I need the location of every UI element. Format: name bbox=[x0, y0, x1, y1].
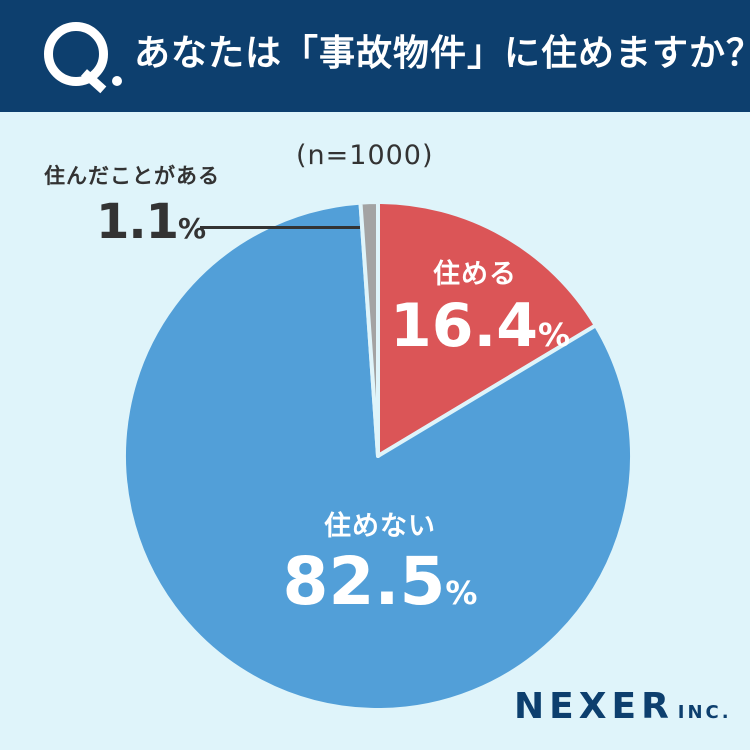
cannot-value-number: 82.5 bbox=[282, 543, 446, 620]
header-banner: あなたは「事故物件」に住めますか？ bbox=[0, 0, 750, 112]
pie-slice-2 bbox=[358, 200, 380, 458]
lived-value-number: 1.1 bbox=[96, 194, 179, 250]
cannot-value-unit: % bbox=[445, 574, 478, 612]
live-slice-label: 住める 16.4% bbox=[390, 252, 570, 361]
pie-slice-0 bbox=[376, 200, 598, 458]
logo-sub: INC. bbox=[677, 702, 732, 723]
live-label: 住める bbox=[433, 259, 517, 290]
q-dot bbox=[112, 76, 122, 86]
lived-value: 1.1% bbox=[96, 194, 206, 250]
q-letter-icon bbox=[44, 22, 108, 86]
cannot-slice-label: 住めない 82.5% bbox=[250, 504, 510, 620]
sample-size-note: (n=1000) bbox=[296, 140, 434, 171]
cannot-value: 82.5% bbox=[250, 543, 510, 620]
lived-label: 住んだことがある bbox=[44, 164, 220, 188]
live-value-unit: % bbox=[538, 316, 571, 354]
live-value-number: 16.4 bbox=[390, 291, 539, 361]
question-title: あなたは「事故物件」に住めますか？ bbox=[134, 33, 750, 74]
cannot-label: 住めない bbox=[324, 511, 436, 542]
logo-main: NEXER bbox=[514, 686, 674, 727]
live-value: 16.4% bbox=[390, 291, 570, 361]
nexer-logo: NEXER INC. bbox=[514, 686, 732, 727]
lived-leader-line bbox=[200, 226, 360, 229]
